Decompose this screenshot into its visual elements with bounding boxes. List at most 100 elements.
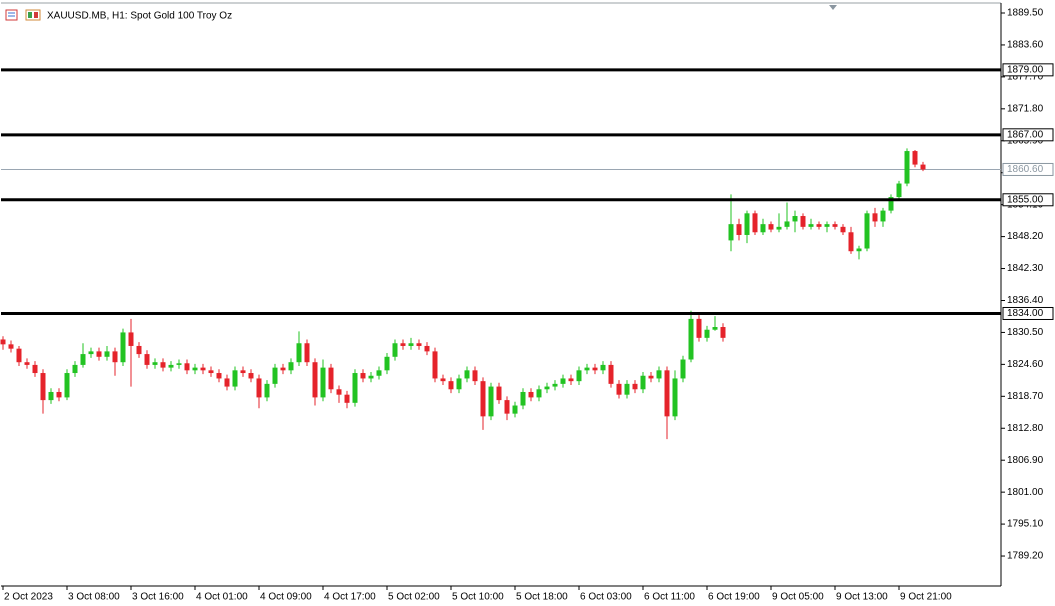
candle-body (600, 364, 606, 371)
level-label-box (1002, 306, 1054, 320)
candle-body (552, 383, 558, 387)
candle-body (320, 367, 326, 398)
candle-body (264, 383, 270, 398)
chart-title: XAUUSD.MB, H1: Spot Gold 100 Troy Oz (47, 11, 232, 22)
candle-body (504, 400, 510, 414)
candle-body (664, 370, 670, 417)
y-tick-label: 1812.80 (1007, 423, 1044, 434)
candle-body (200, 367, 206, 371)
candle-body (192, 367, 198, 371)
y-tick-label: 1806.90 (1007, 455, 1044, 466)
candle-body (248, 373, 254, 379)
candle-body (8, 344, 14, 349)
candle-body (136, 345, 142, 355)
candle-body (368, 375, 374, 379)
candle-body (360, 373, 366, 379)
candle-body (648, 375, 654, 379)
candle-body (848, 232, 854, 252)
candle-body (272, 367, 278, 384)
candle-body (424, 345, 430, 352)
candle-body (608, 364, 614, 384)
candle-body (72, 364, 78, 374)
candle-body (488, 386, 494, 417)
candle-body (400, 343, 406, 346)
candle-body (880, 210, 886, 222)
last-price-label: 1860.60 (1007, 164, 1044, 175)
y-tick-label: 1824.60 (1007, 359, 1044, 370)
candle-body (920, 164, 926, 170)
candle-body (712, 327, 718, 330)
level-label: 1867.00 (1007, 129, 1044, 140)
candle-body (328, 367, 334, 390)
candle-body (440, 378, 446, 382)
candle-body (216, 373, 222, 379)
candle-body (624, 383, 630, 395)
candle-body (280, 367, 286, 371)
candle-body (888, 197, 894, 211)
candle-body (536, 389, 542, 398)
candle-body (784, 221, 790, 227)
candle-body (760, 224, 766, 233)
candle-body (392, 343, 398, 357)
candle-body (480, 381, 486, 417)
candle-body (232, 370, 238, 387)
candle-body (352, 373, 358, 403)
y-tick-label: 1877.70 (1007, 72, 1044, 83)
candle-body (864, 213, 870, 249)
candle-body (568, 378, 574, 382)
candle-body (696, 318, 702, 338)
y-tick-label: 1789.20 (1007, 551, 1044, 562)
candle-body (88, 351, 94, 355)
x-tick-label: 2 Oct 2023 (4, 592, 53, 603)
candle-body (776, 226, 782, 230)
candle-body (528, 391, 534, 398)
candle-body (752, 213, 758, 233)
y-tick-label: 1795.10 (1007, 519, 1044, 530)
candle-body (128, 332, 134, 346)
candle-body (24, 362, 30, 365)
candle-body (56, 391, 62, 398)
candle-body (792, 216, 798, 222)
candle-body (112, 351, 118, 363)
candle-body (904, 151, 910, 184)
y-tick-label: 1871.80 (1007, 103, 1044, 114)
level-label: 1834.00 (1007, 308, 1044, 319)
candle-body (816, 224, 822, 227)
candle-body (456, 378, 462, 390)
candle-body (120, 332, 126, 363)
candle-body (224, 378, 230, 387)
candle-body (824, 224, 830, 227)
x-tick-label: 9 Oct 13:00 (836, 592, 888, 603)
x-tick-label: 5 Oct 18:00 (516, 592, 568, 603)
candle-body (296, 343, 302, 363)
candle-body (688, 318, 694, 360)
candle-body (176, 363, 182, 365)
y-tick-label: 1842.30 (1007, 263, 1044, 274)
candle-body (432, 351, 438, 379)
candle-body (336, 389, 342, 395)
icon (5, 9, 18, 21)
candle-body (720, 327, 726, 338)
level-label-box (1002, 193, 1054, 207)
x-tick-label: 6 Oct 03:00 (580, 592, 632, 603)
candle-body (584, 367, 590, 371)
x-tick-label: 9 Oct 05:00 (772, 592, 824, 603)
candle-body (616, 383, 622, 395)
level-label: 1879.00 (1007, 64, 1044, 75)
candle-body (256, 378, 262, 398)
candle-body (152, 362, 158, 365)
symbol-icons (5, 9, 41, 21)
candle-body (808, 224, 814, 227)
candle-body (592, 367, 598, 371)
candle-body (464, 370, 470, 379)
candle-body (96, 351, 102, 357)
candle-body (0, 339, 6, 345)
candle-body (32, 364, 38, 374)
candle-body (104, 351, 110, 357)
candle-body (560, 378, 566, 384)
candle-body (832, 224, 838, 227)
y-tick-label: 1836.40 (1007, 295, 1044, 306)
candle-body (496, 386, 502, 401)
